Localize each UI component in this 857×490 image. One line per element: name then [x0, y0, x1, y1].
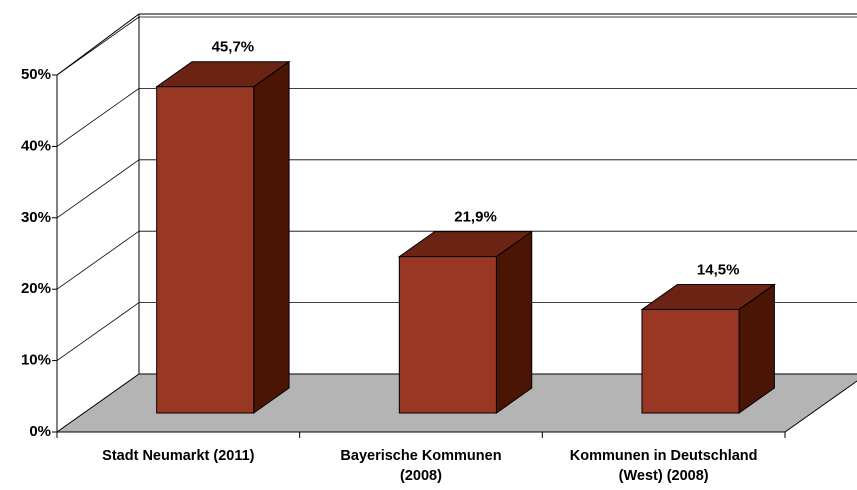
y-tick-label: 10%: [21, 352, 51, 369]
y-tick-label: 50%: [21, 66, 51, 83]
y-tick-label: 20%: [21, 280, 51, 297]
y-tick-label: 30%: [21, 209, 51, 226]
x-tick-label: Stadt Neumarkt (2011): [102, 448, 255, 464]
bar: [156, 86, 255, 414]
y-tick-label: 0%: [29, 423, 51, 440]
grid-line: [56, 16, 140, 76]
bar-side: [253, 60, 290, 414]
value-label: 14,5%: [697, 261, 740, 278]
grid-line: [56, 230, 140, 290]
value-label: 45,7%: [212, 39, 255, 56]
y-tick-label: 40%: [21, 137, 51, 154]
grid-line: [56, 88, 140, 147]
grid-line: [56, 159, 140, 219]
x-tick-label: Kommunen in Deutschland (West) (2008): [569, 448, 758, 484]
value-label: 21,9%: [454, 209, 497, 226]
side-wall-top: [56, 13, 140, 76]
bar: [398, 256, 497, 414]
grid-line: [56, 302, 140, 361]
bar: [641, 308, 740, 414]
bar-side: [495, 230, 533, 414]
x-tick-label: Bayerische Kommunen (2008): [340, 448, 502, 484]
